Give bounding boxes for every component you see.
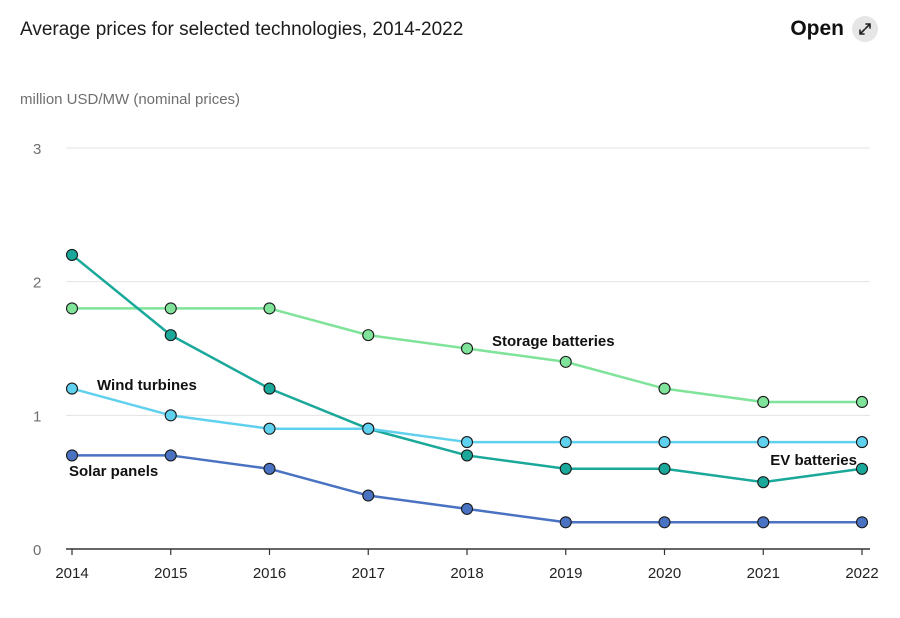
data-point-wind-turbines-2019 [559, 436, 572, 449]
data-point-ev-batteries-2014 [65, 248, 79, 261]
data-point-ev-batteries-2015 [164, 329, 177, 342]
data-point-storage-batteries-2022 [855, 395, 869, 409]
y-tick-label-0: 0 [33, 542, 41, 559]
data-point-solar-panels-2019 [559, 516, 572, 529]
data-point-ev-batteries-2022 [855, 462, 869, 475]
y-axis-unit-label: million USD/MW (nominal prices) [20, 91, 241, 108]
data-point-solar-panels-2020 [658, 516, 671, 529]
data-point-solar-panels-2016 [263, 462, 276, 475]
open-label: Open [790, 17, 844, 40]
data-point-wind-turbines-2021 [757, 436, 770, 449]
data-point-solar-panels-2015 [164, 449, 177, 462]
x-tick-label-2018: 2018 [450, 565, 483, 582]
data-point-solar-panels-2022 [855, 516, 869, 529]
data-point-storage-batteries-2015 [164, 302, 177, 315]
y-tick-label-1: 1 [33, 408, 41, 425]
expand-icon[interactable] [852, 16, 878, 42]
data-point-solar-panels-2017 [362, 489, 375, 502]
data-point-ev-batteries-2018 [460, 449, 474, 462]
x-tick-label-2017: 2017 [352, 565, 385, 582]
y-tick-label-3: 3 [33, 141, 41, 158]
data-point-wind-turbines-2022 [855, 436, 869, 449]
data-point-storage-batteries-2014 [65, 302, 79, 315]
x-tick-label-2015: 2015 [154, 565, 187, 582]
data-point-ev-batteries-2020 [658, 462, 671, 475]
data-point-wind-turbines-2014 [65, 382, 79, 395]
x-tick-label-2022: 2022 [845, 565, 878, 582]
data-point-storage-batteries-2019 [559, 355, 572, 368]
series-label-ev-batteries: EV batteries [770, 452, 857, 469]
data-point-storage-batteries-2016 [263, 302, 276, 315]
x-tick-label-2021: 2021 [747, 565, 780, 582]
data-point-storage-batteries-2017 [362, 329, 375, 342]
x-tick-label-2020: 2020 [648, 565, 681, 582]
series-label-storage-batteries: Storage batteries [492, 333, 615, 350]
data-point-storage-batteries-2020 [658, 382, 671, 395]
data-point-wind-turbines-2017 [362, 422, 375, 435]
x-tick-label-2019: 2019 [549, 565, 582, 582]
open-button[interactable]: Open [790, 16, 878, 42]
series-label-wind-turbines: Wind turbines [97, 377, 197, 394]
data-point-storage-batteries-2021 [757, 395, 770, 409]
data-point-ev-batteries-2016 [263, 382, 276, 395]
data-point-wind-turbines-2018 [460, 436, 474, 449]
x-tick-label-2014: 2014 [55, 565, 88, 582]
data-point-storage-batteries-2018 [460, 342, 474, 355]
chart-title: Average prices for selected technologies… [20, 19, 464, 40]
y-tick-label-2: 2 [33, 275, 41, 292]
data-point-solar-panels-2014 [65, 449, 79, 462]
data-point-solar-panels-2018 [460, 502, 474, 515]
x-tick-label-2016: 2016 [253, 565, 286, 582]
data-point-solar-panels-2021 [757, 516, 770, 529]
data-point-wind-turbines-2016 [263, 422, 276, 435]
series-label-solar-panels: Solar panels [69, 463, 158, 480]
data-point-ev-batteries-2021 [757, 476, 770, 489]
data-point-wind-turbines-2020 [658, 436, 671, 449]
data-point-wind-turbines-2015 [164, 409, 177, 422]
data-point-ev-batteries-2019 [559, 462, 572, 475]
